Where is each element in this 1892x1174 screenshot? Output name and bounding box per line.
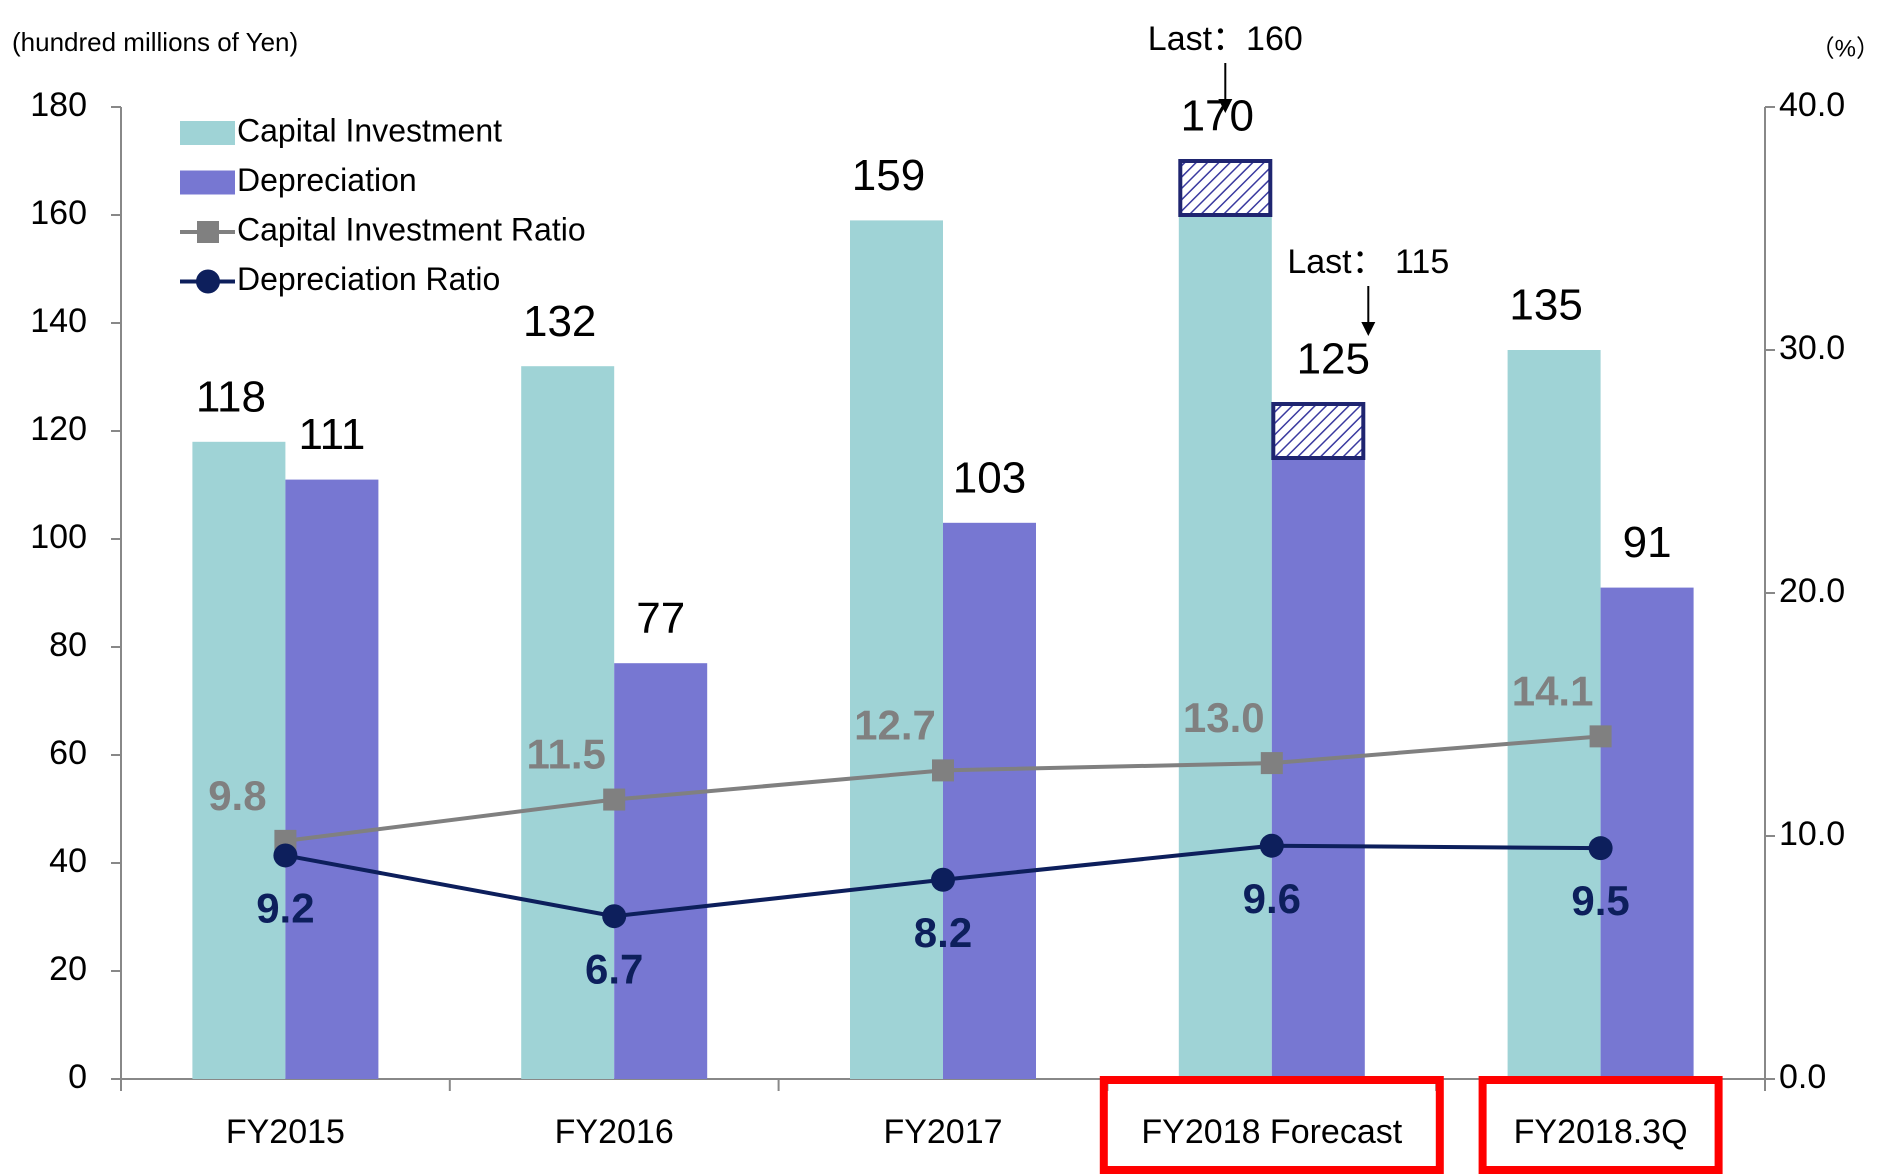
legend-label: Capital Investment Ratio: [237, 211, 586, 247]
y-tick-label: 120: [30, 410, 87, 448]
y2-tick-label: 10.0: [1779, 815, 1845, 853]
y2-tick-label: 0.0: [1779, 1058, 1826, 1096]
x-tick-label: FY2018 Forecast: [1141, 1113, 1402, 1151]
bar-value-label: 118: [196, 372, 266, 421]
ratio-label: 9.6: [1243, 875, 1301, 922]
x-tick-label: FY2018.3Q: [1514, 1113, 1688, 1151]
y-unit: (hundred millions of Yen): [12, 27, 298, 57]
x-tick-label: FY2015: [226, 1113, 345, 1151]
legend-label: Capital Investment: [237, 112, 502, 148]
y-tick-label: 140: [30, 302, 87, 340]
y-tick-label: 80: [49, 626, 87, 664]
ratio-marker: [932, 759, 954, 782]
bar: [1600, 587, 1694, 1079]
bar-value-label: 170: [1181, 92, 1254, 141]
legend-swatch: [180, 170, 235, 195]
bar: [285, 479, 379, 1080]
legend-marker: [196, 269, 220, 294]
bar: [943, 522, 1036, 1079]
ratio-marker: [273, 843, 298, 868]
revision-box: [1271, 402, 1366, 460]
bar-value-label: 159: [852, 151, 925, 200]
ratio-marker: [1588, 836, 1613, 861]
revision-box: [1178, 159, 1273, 217]
last-label: Last：160: [1148, 20, 1303, 58]
ratio-label: 8.2: [914, 909, 972, 956]
ratio-marker: [603, 788, 626, 811]
ratio-label: 9.5: [1571, 877, 1629, 924]
y2-tick-label: 20.0: [1779, 572, 1845, 610]
bar: [521, 366, 615, 1079]
bar: [1178, 161, 1272, 1079]
y2-unit: （%）: [1811, 35, 1880, 62]
ratio-label: 6.7: [585, 945, 643, 992]
arrow-head: [1361, 322, 1376, 336]
y-tick-label: 40: [49, 842, 87, 880]
ratio-marker: [1589, 725, 1612, 748]
y-tick-label: 60: [49, 734, 87, 772]
bar: [192, 441, 286, 1079]
x-tick-label: FY2017: [883, 1113, 1002, 1151]
last-label: Last： 115: [1287, 243, 1449, 281]
legend-label: Depreciation Ratio: [237, 261, 500, 297]
bar-value-label: 135: [1509, 281, 1582, 330]
highlight-box: [1099, 1076, 1444, 1174]
bar: [1271, 404, 1365, 1079]
legend-label: Depreciation: [237, 162, 417, 198]
bar: [1507, 350, 1601, 1079]
ratio-label: 9.8: [208, 772, 266, 819]
bar-value-label: 91: [1623, 518, 1672, 567]
y2-tick-label: 40.0: [1779, 86, 1845, 124]
y-tick-label: 100: [30, 518, 87, 556]
legend-marker: [197, 221, 219, 243]
bar-value-label: 103: [953, 453, 1026, 502]
y-tick-label: 0: [68, 1058, 87, 1096]
ratio-marker: [1260, 752, 1283, 775]
arrow-head: [1218, 99, 1233, 113]
bar-value-label: 111: [298, 410, 365, 459]
highlight-box: [1478, 1076, 1723, 1174]
ratio-label: 11.5: [526, 731, 605, 778]
ratio-marker: [931, 867, 955, 892]
bar: [614, 663, 708, 1079]
y-tick-label: 20: [49, 950, 87, 988]
ratio-marker: [1259, 833, 1284, 858]
y-tick-label: 180: [30, 86, 87, 124]
y-tick-label: 160: [30, 194, 87, 232]
ratio-label: 13.0: [1183, 694, 1265, 741]
bar-value-label: 125: [1297, 335, 1370, 384]
y2-tick-label: 30.0: [1779, 329, 1845, 367]
bar-value-label: 132: [523, 297, 596, 346]
ratio-label: 12.7: [854, 701, 936, 748]
ratio-marker: [602, 904, 627, 929]
bar: [850, 220, 943, 1079]
x-tick-label: FY2016: [555, 1113, 674, 1151]
bar-value-label: 77: [636, 594, 685, 643]
ratio-label: 14.1: [1512, 667, 1594, 714]
legend-swatch: [180, 121, 235, 145]
ratio-label: 9.2: [256, 885, 314, 932]
